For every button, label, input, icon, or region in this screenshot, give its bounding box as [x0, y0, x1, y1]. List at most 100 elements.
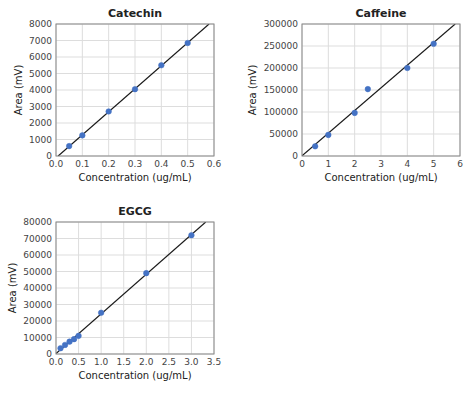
panel: 0123456050000100000150000200000250000300… — [247, 7, 463, 183]
y-tick-label: 250000 — [264, 41, 299, 51]
point — [76, 333, 82, 339]
point — [66, 143, 72, 149]
y-axis-label: Area (mV) — [7, 263, 18, 314]
plot-frame — [56, 24, 214, 156]
grid-line — [56, 57, 214, 58]
grid-line — [56, 123, 214, 124]
point — [189, 232, 195, 238]
grid-line — [56, 288, 214, 289]
grid-line — [302, 112, 460, 113]
point — [185, 40, 191, 46]
y-tick-label: 4000 — [29, 85, 52, 95]
point — [98, 310, 104, 316]
y-tick-label: 10000 — [23, 333, 52, 343]
fit-line — [58, 24, 209, 156]
x-tick-label: 1 — [325, 159, 331, 169]
y-tick-label: 2000 — [29, 118, 52, 128]
point — [80, 133, 86, 139]
y-tick-label: 6000 — [29, 52, 52, 62]
title: EGCG — [118, 205, 152, 218]
x-tick-label: 3.5 — [207, 357, 221, 367]
x-tick-label: 0.6 — [207, 159, 222, 169]
y-tick-label: 150000 — [264, 85, 299, 95]
y-tick-label: 5000 — [29, 69, 52, 79]
plot-background — [56, 222, 214, 354]
grid-line — [302, 46, 460, 47]
y-tick-label: 20000 — [23, 316, 52, 326]
point — [405, 65, 411, 71]
y-tick-label: 200000 — [264, 63, 299, 73]
grid — [56, 222, 214, 354]
point — [352, 110, 358, 116]
x-tick-label: 1.5 — [117, 357, 131, 367]
x-tick-label: 0.4 — [154, 159, 169, 169]
y-tick-label: 70000 — [23, 234, 52, 244]
point — [132, 86, 138, 92]
point — [312, 144, 318, 150]
x-tick-label: 0 — [299, 159, 305, 169]
grid-line — [302, 90, 460, 91]
y-axis-label: Area (mV) — [247, 65, 258, 116]
y-tick-label: 0 — [46, 151, 52, 161]
y-tick-label: 300000 — [264, 19, 299, 29]
data-layer — [56, 222, 206, 354]
x-tick-label: 4 — [404, 159, 410, 169]
grid-line — [56, 271, 214, 272]
fit-line — [302, 24, 455, 156]
point — [326, 132, 332, 138]
y-tick-label: 7000 — [29, 36, 52, 46]
x-tick-label: 1.0 — [94, 357, 109, 367]
grid-line — [302, 68, 460, 69]
point — [143, 270, 149, 276]
x-tick-label: 0.3 — [128, 159, 142, 169]
point — [159, 62, 165, 68]
grid-line — [56, 139, 214, 140]
x-tick-label: 3 — [378, 159, 384, 169]
panel: 0.00.51.01.52.02.53.03.50100002000030000… — [7, 205, 221, 381]
y-tick-label: 3000 — [29, 102, 52, 112]
y-tick-label: 30000 — [23, 300, 52, 310]
x-axis-label: Concentration (ug/mL) — [78, 370, 191, 381]
grid — [302, 24, 460, 156]
plot-frame — [302, 24, 460, 156]
x-tick-label: 2 — [352, 159, 358, 169]
grid-line — [56, 73, 214, 74]
point — [106, 109, 112, 115]
data-layer — [302, 24, 455, 156]
y-tick-label: 60000 — [23, 250, 52, 260]
x-tick-label: 6 — [457, 159, 463, 169]
x-tick-label: 0.1 — [75, 159, 89, 169]
point — [431, 41, 437, 47]
grid — [56, 24, 214, 156]
grid-line — [56, 238, 214, 239]
plot-background — [302, 24, 460, 156]
grid-line — [56, 106, 214, 107]
figure: 0.00.10.20.30.40.50.60100020003000400050… — [0, 0, 474, 399]
y-axis-label: Area (mV) — [13, 65, 24, 116]
y-tick-label: 8000 — [29, 19, 52, 29]
x-axis-label: Concentration (ug/mL) — [324, 172, 437, 183]
plot-background — [56, 24, 214, 156]
y-tick-label: 1000 — [29, 135, 52, 145]
y-tick-label: 80000 — [23, 217, 52, 227]
x-tick-label: 3.0 — [184, 357, 199, 367]
point — [365, 86, 371, 92]
plot-frame — [56, 222, 214, 354]
x-tick-label: 0.5 — [181, 159, 195, 169]
x-tick-label: 0.5 — [71, 357, 85, 367]
x-tick-label: 5 — [431, 159, 437, 169]
y-tick-label: 50000 — [23, 267, 52, 277]
x-tick-label: 0.2 — [102, 159, 116, 169]
grid-line — [56, 304, 214, 305]
data-layer — [58, 24, 209, 156]
y-tick-label: 0 — [46, 349, 52, 359]
y-tick-label: 0 — [292, 151, 298, 161]
x-axis-label: Concentration (ug/mL) — [78, 172, 191, 183]
grid-line — [56, 255, 214, 256]
x-tick-label: 2.5 — [162, 357, 176, 367]
y-tick-label: 100000 — [264, 107, 299, 117]
title: Caffeine — [356, 7, 407, 20]
grid-line — [56, 321, 214, 322]
panel: 0.00.10.20.30.40.50.60100020003000400050… — [13, 7, 222, 183]
fit-line — [56, 222, 206, 354]
